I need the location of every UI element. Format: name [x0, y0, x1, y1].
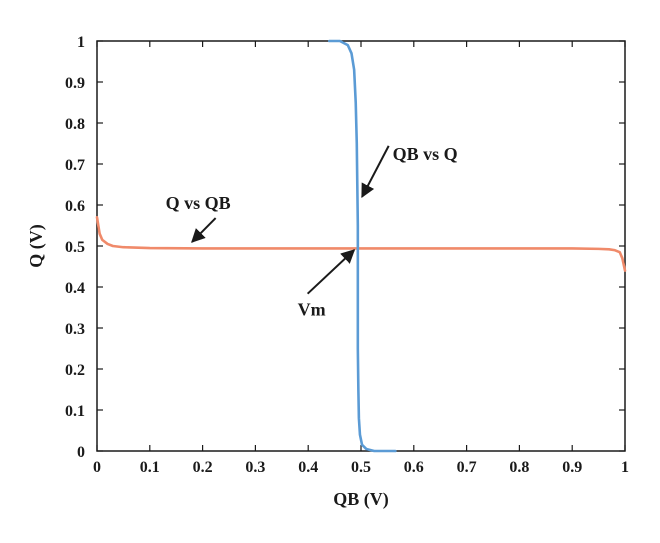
plot-area [96, 40, 626, 452]
y-tick-label: 1 [77, 34, 85, 51]
x-tick-label: 1 [621, 459, 629, 476]
y-axis-title: Q (V) [26, 224, 47, 268]
x-tick-label: 0.4 [298, 459, 318, 476]
y-tick-label: 0.8 [65, 116, 85, 133]
annotation-label: Q vs QB [166, 193, 231, 213]
y-tick-label: 0.4 [65, 280, 85, 297]
x-tick-label: 0.2 [193, 459, 213, 476]
x-tick-label: 0.6 [404, 459, 424, 476]
x-tick-label: 0.1 [140, 459, 160, 476]
y-tick-label: 0.1 [65, 403, 85, 420]
x-tick-label: 0.7 [457, 459, 477, 476]
annotation-label: QB vs Q [393, 144, 458, 164]
y-tick-label: 0.7 [65, 157, 85, 174]
y-tick-label: 0.2 [65, 362, 85, 379]
y-tick-label: 0 [77, 444, 85, 461]
x-tick-label: 0.8 [509, 459, 529, 476]
series-layer [95, 39, 627, 453]
annotation-arrow [306, 249, 356, 295]
y-tick-label: 0.9 [65, 75, 85, 92]
series-line-1 [328, 39, 397, 453]
axis-ticks: 0 0.1 0.2 0.3 0.4 0.5 0.6 0.7 0.8 0.9 1 0 0.1 0.2 0.3 0… [65, 34, 629, 476]
annotations: Q vs QB QB vs Q Vm [166, 144, 458, 320]
annotation-label: Vm [298, 300, 326, 320]
x-tick-label: 0.9 [562, 459, 582, 476]
y-tick-label: 0.3 [65, 321, 85, 338]
series-line-0 [95, 216, 627, 272]
x-tick-label: 0.5 [351, 459, 371, 476]
annotation-arrow [191, 217, 217, 243]
x-tick-label: 0.3 [245, 459, 265, 476]
x-tick-label: 0 [93, 459, 101, 476]
y-tick-label: 0.5 [65, 239, 85, 256]
y-tick-label: 0.6 [65, 198, 85, 215]
annotation-arrow [361, 145, 390, 199]
x-axis-title: QB (V) [333, 489, 389, 510]
